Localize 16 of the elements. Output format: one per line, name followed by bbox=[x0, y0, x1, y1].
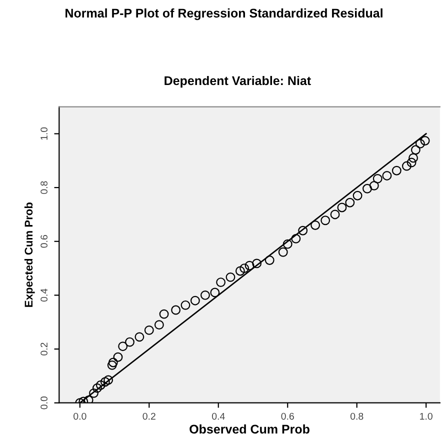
x-tick-label: 1.0 bbox=[420, 412, 432, 420]
x-tick-label: 0.0 bbox=[74, 412, 86, 420]
chart-subtitle: Dependent Variable: Niat bbox=[164, 76, 311, 88]
x-tick-label: 0.6 bbox=[281, 412, 294, 420]
y-tick-label: 0.4 bbox=[40, 288, 48, 302]
y-tick-label: 0.8 bbox=[40, 181, 48, 194]
y-tick-label: 0.2 bbox=[40, 342, 48, 356]
x-axis-title: Observed Cum Prob bbox=[190, 424, 310, 434]
chart-title: Normal P-P Plot of Regression Standardized Residual bbox=[66, 8, 382, 20]
x-tick-label: 0.2 bbox=[142, 412, 156, 420]
y-axis-title: Expected Cum Prob bbox=[24, 202, 35, 307]
y-tick-label: 0.0 bbox=[40, 396, 48, 410]
x-tick-label: 0.4 bbox=[212, 412, 225, 420]
y-tick-label: 0.6 bbox=[40, 235, 48, 248]
x-tick-label: 0.8 bbox=[350, 412, 364, 420]
y-tick-label: 1.0 bbox=[40, 127, 48, 140]
